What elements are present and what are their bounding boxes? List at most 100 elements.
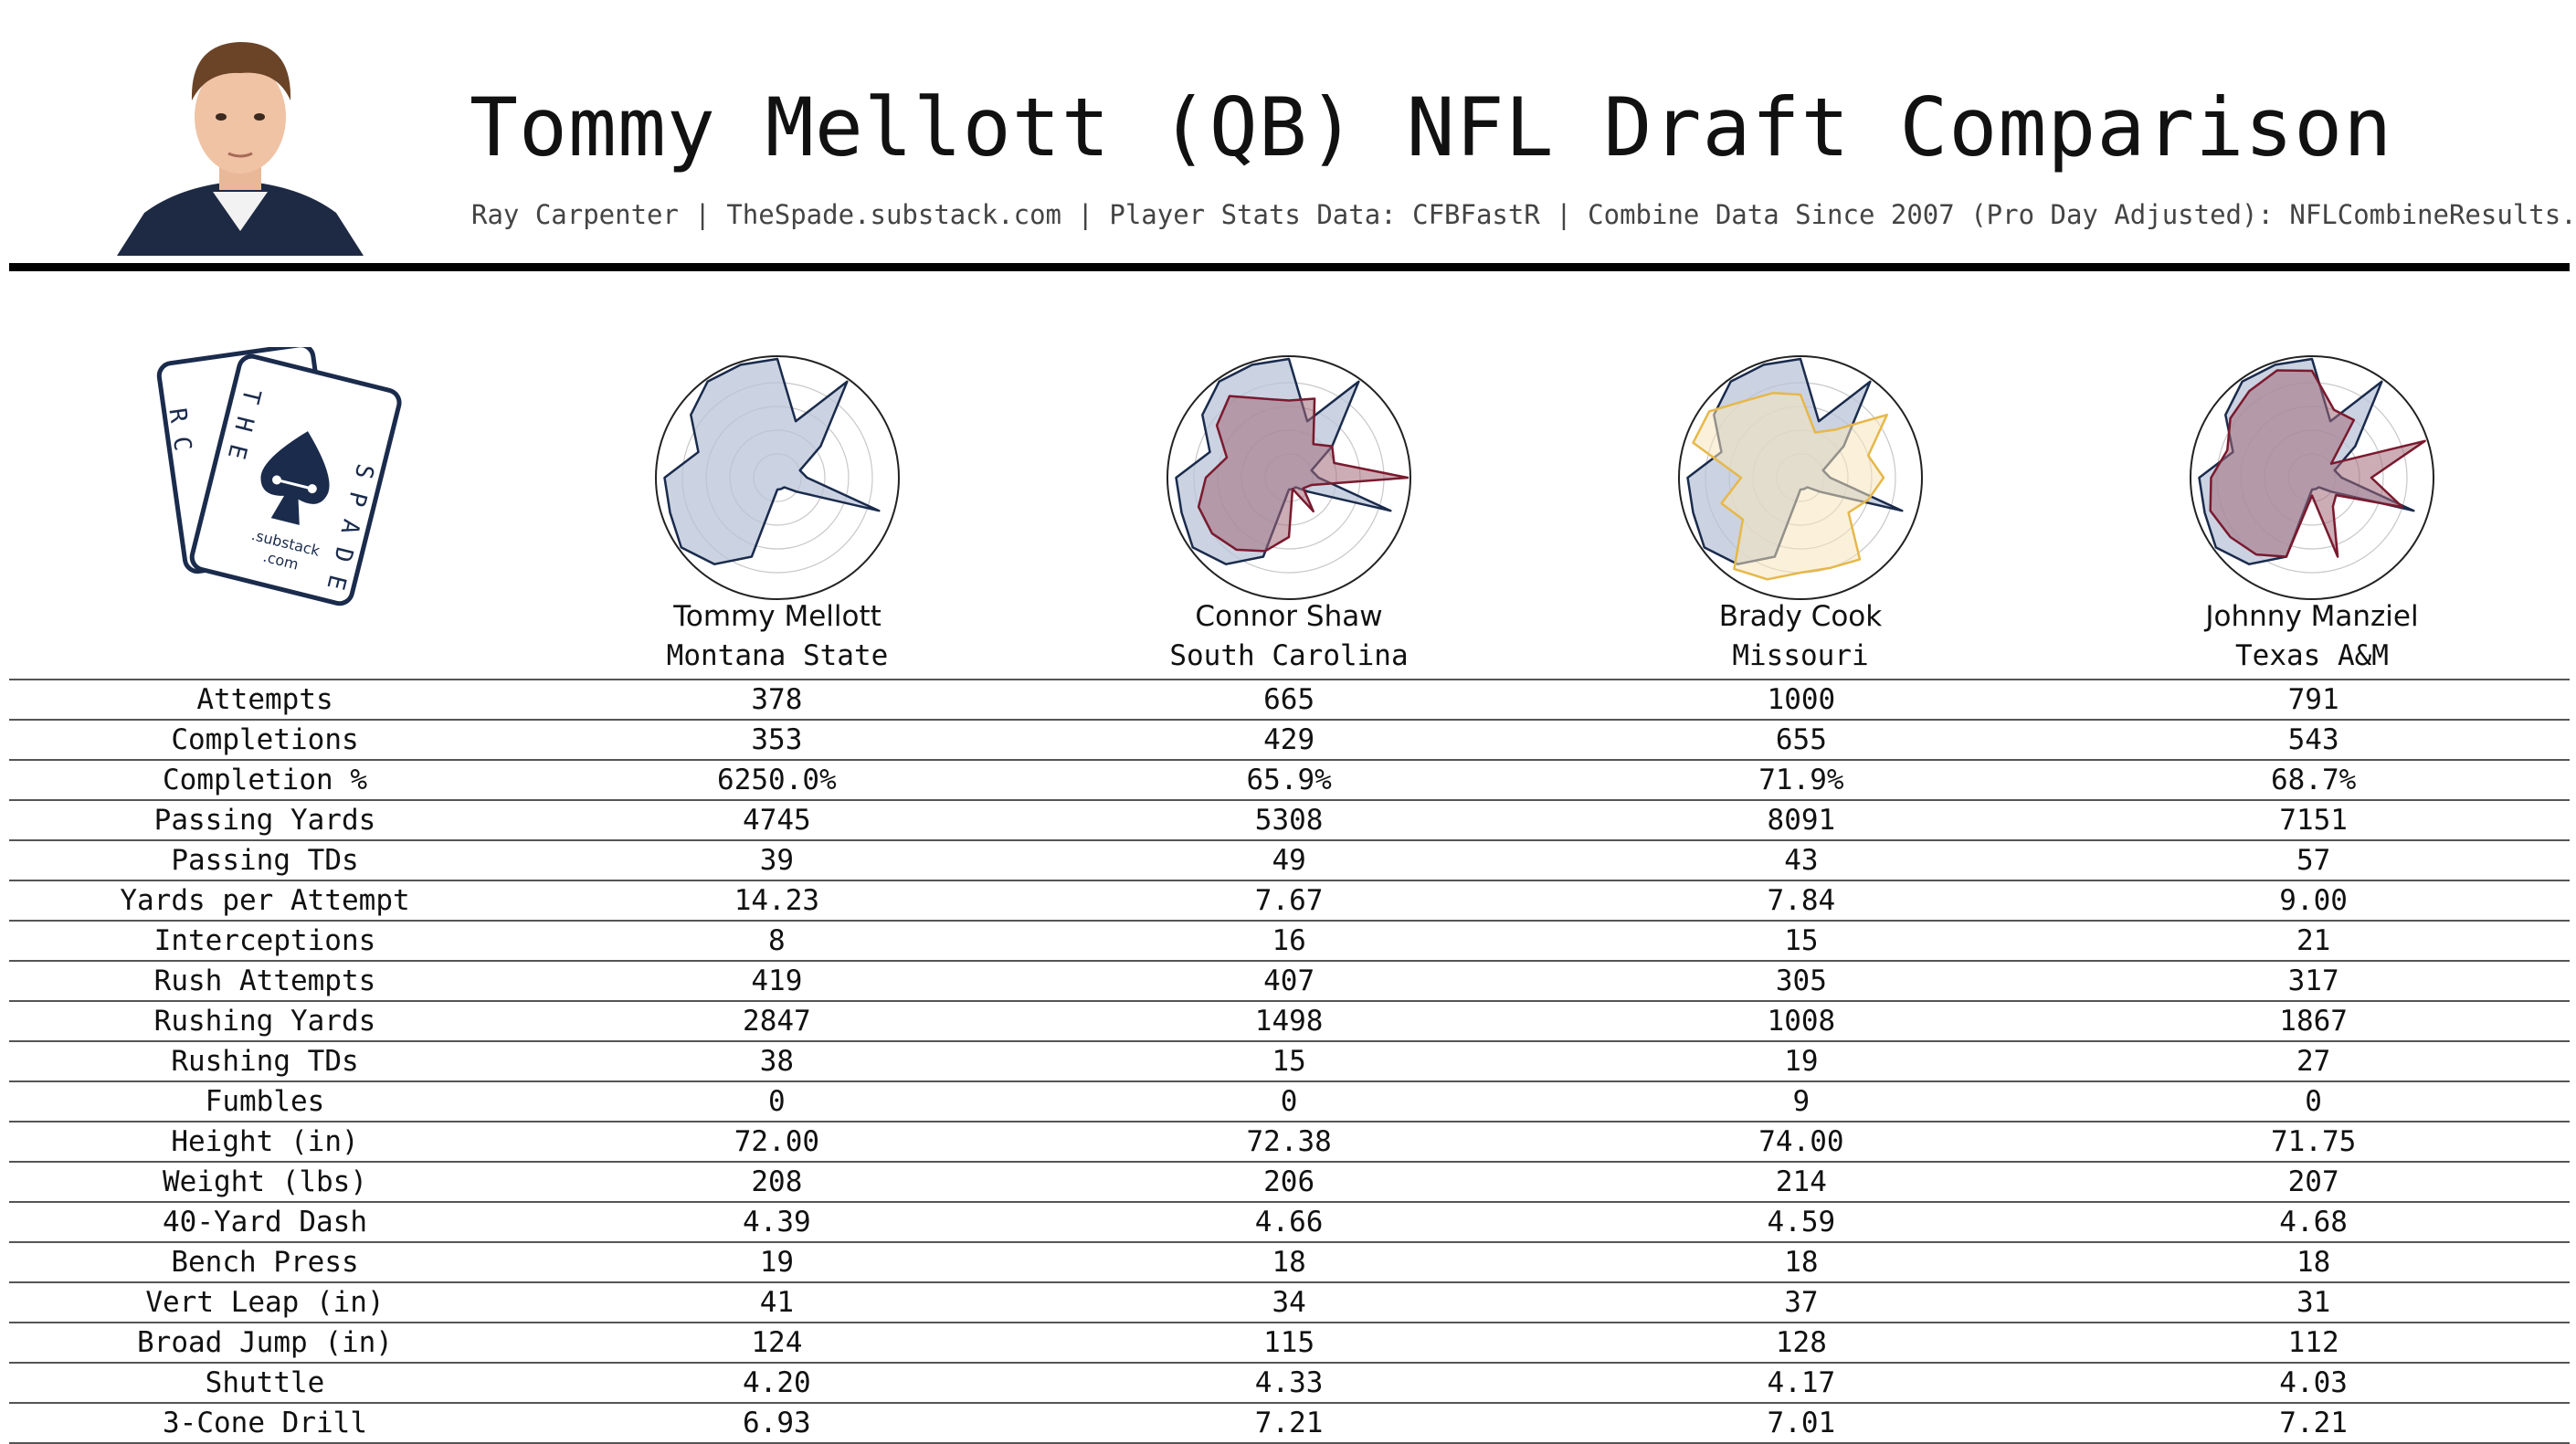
stat-value: 1498 bbox=[1032, 1000, 1546, 1041]
table-row: Yards per Attempt 14.23 7.67 7.84 9.00 bbox=[9, 880, 2570, 921]
radar-outer-ring bbox=[2190, 355, 2434, 600]
player-name-4: Johnny Manziel bbox=[2205, 600, 2419, 633]
stat-value: 208 bbox=[521, 1161, 1033, 1202]
stat-value: 419 bbox=[521, 960, 1033, 1001]
table-row: Vert Leap (in) 41 34 37 31 bbox=[9, 1281, 2570, 1323]
table-row: Passing TDs 39 49 43 57 bbox=[9, 839, 2570, 880]
player-school-3: Missouri bbox=[1732, 639, 1869, 672]
stat-value: 214 bbox=[1545, 1161, 2058, 1202]
stat-value: 665 bbox=[1032, 679, 1546, 720]
table-row: Completions 353 429 655 543 bbox=[9, 719, 2570, 760]
stat-value: 8 bbox=[521, 920, 1033, 961]
stat-label: Weight (lbs) bbox=[9, 1161, 521, 1202]
radar-chart-1 bbox=[655, 355, 900, 600]
stat-value: 41 bbox=[521, 1281, 1033, 1323]
page-title: Tommy Mellott (QB) NFL Draft Comparison bbox=[470, 80, 2393, 174]
stat-value: 57 bbox=[2057, 839, 2570, 880]
stat-label: Rushing TDs bbox=[9, 1040, 521, 1081]
stat-value: 18 bbox=[2057, 1241, 2570, 1282]
stat-label: 40-Yard Dash bbox=[9, 1201, 521, 1242]
stat-value: 791 bbox=[2057, 679, 2570, 720]
logo-letter-r: R C bbox=[163, 406, 195, 453]
stat-value: 74.00 bbox=[1545, 1121, 2058, 1162]
player-school-4: Texas A&M bbox=[2235, 639, 2389, 672]
stat-value: 7.84 bbox=[1545, 880, 2058, 921]
player-photo bbox=[117, 26, 364, 256]
stat-value: 7.01 bbox=[1545, 1402, 2058, 1444]
radar-series-2 bbox=[2209, 369, 2426, 558]
stat-label: Completion % bbox=[9, 759, 521, 800]
stat-value: 18 bbox=[1545, 1241, 2058, 1282]
table-row: Bench Press 19 18 18 18 bbox=[9, 1241, 2570, 1282]
stat-label: Shuttle bbox=[9, 1362, 521, 1403]
stat-value: 2847 bbox=[521, 1000, 1033, 1041]
player-name-2: Connor Shaw bbox=[1195, 600, 1383, 633]
stat-value: 655 bbox=[1545, 719, 2058, 760]
header-divider bbox=[9, 263, 2570, 271]
stat-value: 4.59 bbox=[1545, 1201, 2058, 1242]
stat-value: 4.20 bbox=[521, 1362, 1033, 1403]
stat-value: 543 bbox=[2057, 719, 2570, 760]
stat-label: Completions bbox=[9, 719, 521, 760]
stat-value: 4745 bbox=[521, 799, 1033, 840]
stat-label: Bench Press bbox=[9, 1241, 521, 1282]
stat-value: 5308 bbox=[1032, 799, 1546, 840]
table-row: Broad Jump (in) 124 115 128 112 bbox=[9, 1322, 2570, 1363]
stat-value: 16 bbox=[1032, 920, 1546, 961]
stat-value: 305 bbox=[1545, 960, 2058, 1001]
stat-label: Fumbles bbox=[9, 1080, 521, 1122]
table-row: Rushing Yards 2847 1498 1008 1867 bbox=[9, 1000, 2570, 1041]
stat-value: 124 bbox=[521, 1322, 1033, 1363]
table-row: Shuttle 4.20 4.33 4.17 4.03 bbox=[9, 1362, 2570, 1403]
radar-outer-ring bbox=[1678, 355, 1923, 600]
stat-value: 4.33 bbox=[1032, 1362, 1546, 1403]
stat-value: 0 bbox=[1032, 1080, 1546, 1122]
player-name-3: Brady Cook bbox=[1718, 600, 1883, 633]
table-row: Passing Yards 4745 5308 8091 7151 bbox=[9, 799, 2570, 840]
stat-value: 0 bbox=[521, 1080, 1033, 1122]
stat-value: 4.68 bbox=[2057, 1201, 2570, 1242]
stat-label: 3-Cone Drill bbox=[9, 1402, 521, 1444]
radar-outer-ring bbox=[1167, 355, 1411, 600]
stat-value: 207 bbox=[2057, 1161, 2570, 1202]
stat-value: 43 bbox=[1545, 839, 2058, 880]
stat-value: 71.75 bbox=[2057, 1121, 2570, 1162]
stat-value: 4.17 bbox=[1545, 1362, 2058, 1403]
stat-value: 128 bbox=[1545, 1322, 2058, 1363]
player-school-1: Montana State bbox=[666, 639, 889, 672]
stat-value: 8091 bbox=[1545, 799, 2058, 840]
stat-value: 72.00 bbox=[521, 1121, 1033, 1162]
stat-label: Rushing Yards bbox=[9, 1000, 521, 1041]
stat-value: 15 bbox=[1545, 920, 2058, 961]
stat-value: 27 bbox=[2057, 1040, 2570, 1081]
stat-value: 7.21 bbox=[2057, 1402, 2570, 1444]
stats-table: Attempts 378 665 1000 791 Completions 353 429 6… bbox=[9, 679, 2570, 1444]
stat-value: 9 bbox=[1545, 1080, 2058, 1122]
stat-value: 31 bbox=[2057, 1281, 2570, 1323]
stat-value: 49 bbox=[1032, 839, 1546, 880]
table-row: Fumbles 0 0 9 0 bbox=[9, 1080, 2570, 1122]
stat-value: 0 bbox=[2057, 1080, 2570, 1122]
stat-label: Interceptions bbox=[9, 920, 521, 961]
stat-value: 1000 bbox=[1545, 679, 2058, 720]
stat-value: 39 bbox=[521, 839, 1033, 880]
stat-value: 38 bbox=[521, 1040, 1033, 1081]
stat-label: Attempts bbox=[9, 679, 521, 720]
stat-value: 6.93 bbox=[521, 1402, 1033, 1444]
stat-value: 34 bbox=[1032, 1281, 1546, 1323]
radar-series-2 bbox=[1692, 392, 1888, 581]
the-spade-logo: R C T H E S P A D E .substack .com bbox=[155, 343, 402, 612]
table-row: Weight (lbs) 208 206 214 207 bbox=[9, 1161, 2570, 1202]
stat-label: Height (in) bbox=[9, 1121, 521, 1162]
radar-chart-2 bbox=[1167, 355, 1411, 600]
stat-value: 65.9% bbox=[1032, 759, 1546, 800]
table-row: 40-Yard Dash 4.39 4.66 4.59 4.68 bbox=[9, 1201, 2570, 1242]
table-row: Height (in) 72.00 72.38 74.00 71.75 bbox=[9, 1121, 2570, 1162]
table-row: Rushing TDs 38 15 19 27 bbox=[9, 1040, 2570, 1081]
stat-label: Passing TDs bbox=[9, 839, 521, 880]
table-row: Completion % 6250.0% 65.9% 71.9% 68.7% bbox=[9, 759, 2570, 800]
stat-value: 7151 bbox=[2057, 799, 2570, 840]
stat-value: 353 bbox=[521, 719, 1033, 760]
radar-series-1 bbox=[663, 357, 881, 565]
table-row: Rush Attempts 419 407 305 317 bbox=[9, 960, 2570, 1001]
